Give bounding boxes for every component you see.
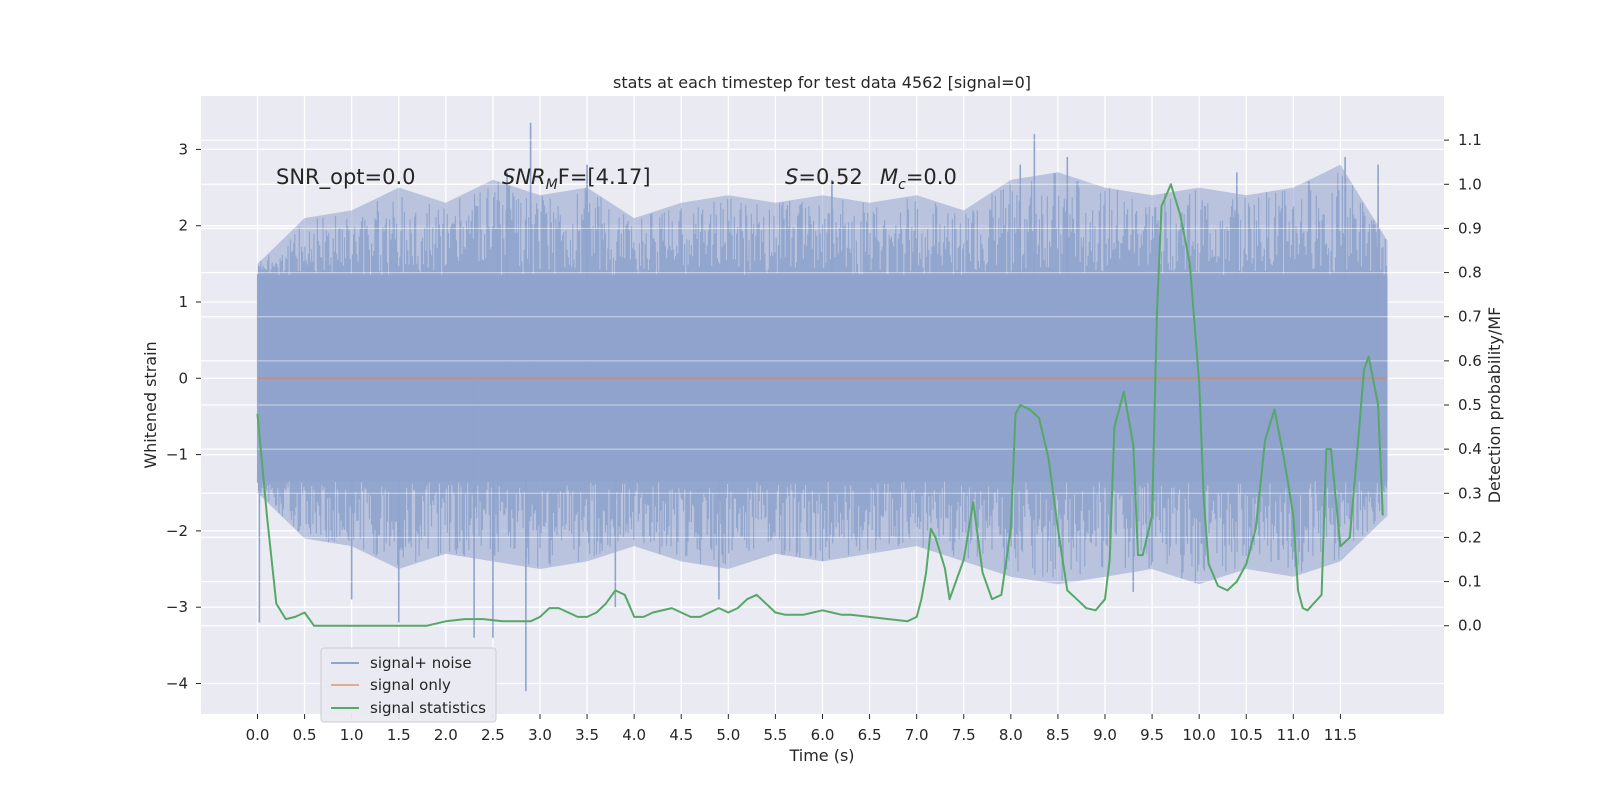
legend-label-statistics: signal statistics [370, 699, 486, 717]
x-tick-label: 11.5 [1324, 726, 1357, 744]
y-axis-left-ticks: −4 −3 −2 −1 0 1 2 3 [166, 140, 201, 692]
s-value: =0.52 [798, 165, 862, 189]
x-tick-label: 9.5 [1140, 726, 1164, 744]
x-tick-label: 11.0 [1277, 726, 1310, 744]
y-left-tick-label: −3 [166, 598, 188, 616]
x-tick-label: 10.5 [1230, 726, 1263, 744]
snr-mf-sub: M [546, 177, 558, 193]
s-label: S [785, 165, 798, 189]
y-left-tick-label: −2 [166, 522, 188, 540]
x-tick-label: 8.0 [999, 726, 1023, 744]
y-right-tick-label: 0.0 [1458, 617, 1482, 635]
x-tick-label: 3.0 [528, 726, 552, 744]
x-tick-label: 9.0 [1093, 726, 1117, 744]
legend: signal+ noise signal only signal statist… [320, 647, 497, 723]
y-right-tick-label: 0.3 [1458, 484, 1482, 502]
signal-statistics-series [256, 183, 1384, 627]
x-axis-ticks: 0.0 0.5 1.0 1.5 2.0 2.5 3.0 3.5 4.0 4.5 5.0 5.5 6.0 6… [246, 714, 1357, 744]
y-left-tick-label: 3 [178, 140, 188, 158]
x-tick-label: 1.5 [387, 726, 411, 744]
s-annotation: S=0.52 [785, 165, 863, 189]
x-tick-label: 0.0 [246, 726, 270, 744]
x-tick-label: 6.5 [858, 726, 882, 744]
x-tick-label: 0.5 [293, 726, 317, 744]
y-right-tick-label: 0.9 [1458, 219, 1482, 237]
mc-value: =0.0 [906, 165, 957, 189]
legend-box [320, 647, 497, 723]
x-tick-label: 3.5 [575, 726, 599, 744]
x-tick-label: 5.5 [763, 726, 787, 744]
x-tick-label: 7.0 [905, 726, 929, 744]
snr-mf-tail: F=[4.17] [558, 165, 651, 189]
y-left-tick-label: 0 [178, 369, 188, 387]
y-left-tick-label: 2 [178, 217, 188, 235]
snr-opt-annotation: SNR_opt=0.0 [276, 165, 416, 190]
x-tick-label: 4.5 [669, 726, 693, 744]
y-axis-right-label: Detection probability/MF [1485, 307, 1504, 504]
y-right-tick-label: 0.4 [1458, 440, 1482, 458]
mc-label: M [880, 165, 898, 189]
legend-label-noise: signal+ noise [370, 654, 472, 672]
x-tick-label: 8.5 [1046, 726, 1070, 744]
y-right-tick-label: 1.0 [1458, 175, 1482, 193]
x-tick-label: 4.0 [622, 726, 646, 744]
chart-title: stats at each timestep for test data 456… [613, 73, 1031, 92]
x-tick-label: 6.0 [811, 726, 835, 744]
y-right-tick-label: 0.5 [1458, 396, 1482, 414]
x-axis-label: Time (s) [788, 746, 854, 765]
y-right-tick-label: 0.7 [1458, 308, 1482, 326]
y-axis-right-ticks: 0.0 0.1 0.2 0.3 0.4 0.5 0.6 0.7 0.8 0.9 1.0 1.1 [1444, 131, 1482, 635]
y-left-tick-label: 1 [178, 293, 188, 311]
x-tick-label: 2.0 [434, 726, 458, 744]
y-right-tick-label: 0.6 [1458, 352, 1482, 370]
mc-annotation: Mc=0.0 [880, 165, 957, 193]
snr-mf-annotation: SNRMF=[4.17] [502, 165, 651, 193]
y-right-tick-label: 0.8 [1458, 264, 1482, 282]
y-axis-left-label: Whitened strain [141, 341, 160, 468]
y-right-tick-label: 1.1 [1458, 131, 1482, 149]
x-tick-label: 10.0 [1182, 726, 1215, 744]
x-tick-label: 2.5 [481, 726, 505, 744]
mc-sub: c [898, 177, 906, 193]
legend-label-signal-only: signal only [370, 676, 451, 694]
y-left-tick-label: −4 [166, 674, 188, 692]
x-tick-label: 5.0 [716, 726, 740, 744]
y-right-tick-label: 0.2 [1458, 528, 1482, 546]
snr-mf-base: SNR [502, 165, 546, 189]
x-tick-label: 7.5 [952, 726, 976, 744]
signal-statistics-line [256, 183, 1384, 627]
x-tick-label: 1.0 [340, 726, 364, 744]
y-left-tick-label: −1 [166, 446, 188, 464]
y-right-tick-label: 0.1 [1458, 573, 1482, 591]
